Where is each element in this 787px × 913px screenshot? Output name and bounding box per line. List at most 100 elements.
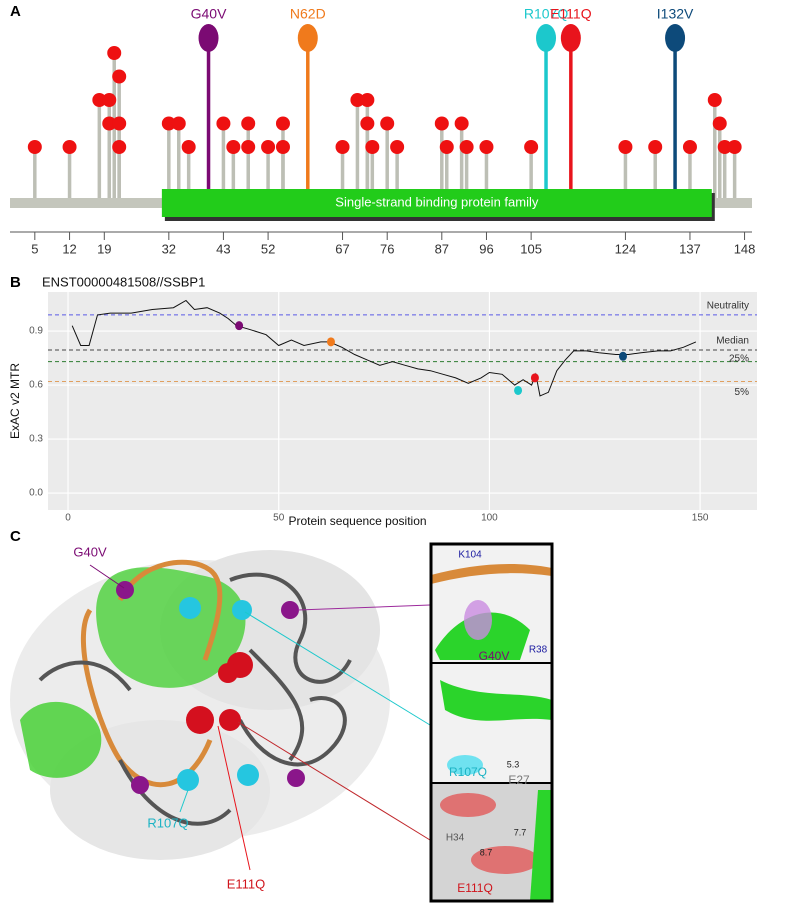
x-tick-label: 5 xyxy=(31,241,38,256)
variant-head xyxy=(27,140,42,154)
variant-head xyxy=(102,93,117,107)
variant-head xyxy=(459,140,474,154)
variant-head xyxy=(226,140,241,154)
domain-surface xyxy=(20,701,102,778)
variant-head xyxy=(524,140,539,154)
e111q-spheres xyxy=(186,652,253,734)
variant-head xyxy=(360,116,375,131)
distance-label: 5.3 xyxy=(507,759,520,769)
sphere xyxy=(464,600,492,640)
x-tick-label: 148 xyxy=(734,241,756,256)
x-tick-label: 50 xyxy=(273,513,285,524)
variant-head xyxy=(707,93,722,107)
variant-head xyxy=(350,93,365,107)
mtr-line xyxy=(71,299,697,397)
variant-head xyxy=(102,116,117,131)
mutation-label: E111Q xyxy=(550,6,592,22)
variant-head xyxy=(454,116,469,131)
variant-head xyxy=(360,93,375,107)
variant-head xyxy=(479,140,494,154)
x-tick-label: 150 xyxy=(692,513,709,524)
variant-head xyxy=(682,140,697,154)
residue-label: K104 xyxy=(458,550,482,561)
residue-label: H34 xyxy=(446,833,465,844)
y-tick-label: 0.0 xyxy=(29,488,43,499)
variant-head xyxy=(335,140,350,154)
sphere xyxy=(447,755,483,775)
mutation-label: R107Q xyxy=(524,6,568,22)
variant-head xyxy=(434,116,449,131)
mutation-head xyxy=(198,24,219,52)
variant-head xyxy=(171,116,186,131)
mutation-label: I132V xyxy=(657,6,694,22)
chart-title: ENST00000481508//SSBP1 xyxy=(42,274,205,289)
reference-label: Neutrality xyxy=(707,301,749,312)
mutation-label: E111Q xyxy=(227,876,266,891)
callout-line xyxy=(217,725,251,871)
variant-head xyxy=(112,140,127,154)
x-tick-label: 19 xyxy=(97,241,111,256)
sphere xyxy=(471,846,539,874)
mutation-label: G40V xyxy=(73,544,107,559)
variant-head xyxy=(261,140,276,154)
x-tick-label: 0 xyxy=(65,513,71,524)
distance-label: 8.7 xyxy=(480,847,493,857)
variant-head xyxy=(365,140,380,154)
mutation-head xyxy=(536,24,557,52)
reference-label: 25% xyxy=(729,353,749,364)
surface xyxy=(50,720,270,860)
callout-line xyxy=(244,611,431,726)
variant-head xyxy=(439,140,454,154)
panel-label: B xyxy=(10,274,21,291)
variant-head xyxy=(92,93,107,107)
variant-head xyxy=(216,116,231,131)
variant-head xyxy=(62,140,77,154)
mutation-label: G40V xyxy=(191,6,227,22)
mutation-label: G40V xyxy=(479,649,510,663)
x-tick-label: 52 xyxy=(261,241,275,256)
structure-view: G40V R107Q E111Q K104 R38 G40V 5.3 R107Q… xyxy=(10,542,554,903)
panel-label: A xyxy=(10,3,21,20)
highlight-point xyxy=(514,385,523,395)
mutation-label: R107Q xyxy=(147,815,188,830)
variant-head xyxy=(161,116,176,131)
y-tick-label: 0.9 xyxy=(29,326,43,337)
insets: K104 R38 G40V 5.3 R107Q E27 H34 7.7 8.7 … xyxy=(429,542,554,903)
y-tick-label: 0.3 xyxy=(29,434,43,445)
ribbon xyxy=(530,790,552,901)
plot-background xyxy=(48,292,757,510)
x-tick-label: 105 xyxy=(520,241,542,256)
x-tick-label: 124 xyxy=(615,241,637,256)
inset-frame xyxy=(429,542,554,903)
x-tick-label: 87 xyxy=(435,241,449,256)
callout-line xyxy=(297,604,431,611)
variant-head xyxy=(107,46,122,60)
mutation-head xyxy=(665,24,686,52)
variant-head xyxy=(241,116,256,131)
x-tick-label: 76 xyxy=(380,241,394,256)
residue-label: R38 xyxy=(529,645,548,656)
reference-label: Median xyxy=(716,336,749,347)
callout-line xyxy=(89,564,125,589)
mutation-head xyxy=(297,24,318,52)
r107q-spheres xyxy=(177,597,259,791)
x-tick-label: 96 xyxy=(479,241,493,256)
y-axis-label: ExAC v2 MTR xyxy=(8,363,22,439)
reference-label: 5% xyxy=(735,387,750,398)
highlight-point xyxy=(326,337,335,347)
panel-label: C xyxy=(10,528,21,545)
callout-line xyxy=(237,721,431,841)
mutation-label: R107Q xyxy=(449,765,487,779)
variant-head xyxy=(727,140,742,154)
y-tick-label: 0.6 xyxy=(29,380,43,391)
ribbons xyxy=(38,572,352,826)
highlight-point xyxy=(618,351,627,361)
variant-head xyxy=(112,116,127,131)
highlight-point xyxy=(235,321,244,331)
domain-label: Single-strand binding protein family xyxy=(335,194,539,209)
variant-head xyxy=(275,140,290,154)
variant-head xyxy=(181,140,196,154)
callout-line xyxy=(179,789,189,813)
x-tick-label: 67 xyxy=(335,241,349,256)
